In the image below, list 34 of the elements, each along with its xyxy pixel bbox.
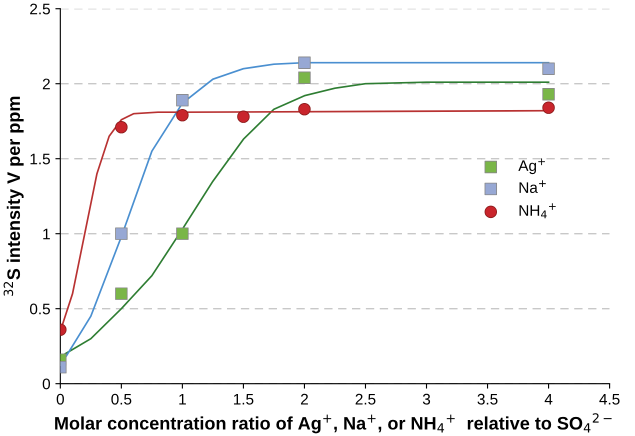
x-tick-label: 4 xyxy=(544,394,552,404)
point xyxy=(542,88,555,100)
point xyxy=(298,71,311,84)
x-tick-label: 1.5 xyxy=(234,394,254,405)
x-tick-label: 3.5 xyxy=(478,394,498,405)
point xyxy=(542,101,555,114)
y-tick-label: 1.5 xyxy=(30,154,50,164)
point xyxy=(298,102,311,116)
x-tick-label: 4.5 xyxy=(599,394,620,405)
point xyxy=(115,287,128,300)
x-tick-label: 2 xyxy=(300,394,308,404)
point xyxy=(115,120,128,134)
y-tick-label: 0 xyxy=(42,378,50,390)
point xyxy=(176,227,189,240)
point xyxy=(115,227,128,240)
point xyxy=(237,110,250,123)
x-tick-label: 1 xyxy=(179,394,186,404)
point xyxy=(176,94,189,106)
point xyxy=(298,56,311,69)
x-tick-label: 3 xyxy=(422,394,430,405)
y-tick-label: 2 xyxy=(42,78,50,90)
x-tick-label: 2.5 xyxy=(356,394,376,405)
legend-label: NH$_{4}$$^{+}$ xyxy=(520,203,556,218)
y-tick-label: 0.5 xyxy=(30,304,50,314)
x-tick-label: 0.5 xyxy=(111,394,132,405)
legend-label: Ag$^{+}$ xyxy=(518,158,545,174)
point xyxy=(176,108,189,122)
y-tick-label: 2.5 xyxy=(30,4,50,14)
point xyxy=(542,62,555,75)
x-tick-label: 0 xyxy=(56,394,64,405)
legend-label: Na$^{+}$ xyxy=(520,180,546,193)
y-axis-title: $^{32}$S intensity V per ppm xyxy=(4,96,24,296)
y-tick-label: 1 xyxy=(43,228,50,240)
text: Molar concentration ratio of Ag$^{+}$, Na$^{+}$, or NH$_{4}$$^{+}$ relative to SO$_{4}$$^{2−}$ xyxy=(55,413,612,434)
